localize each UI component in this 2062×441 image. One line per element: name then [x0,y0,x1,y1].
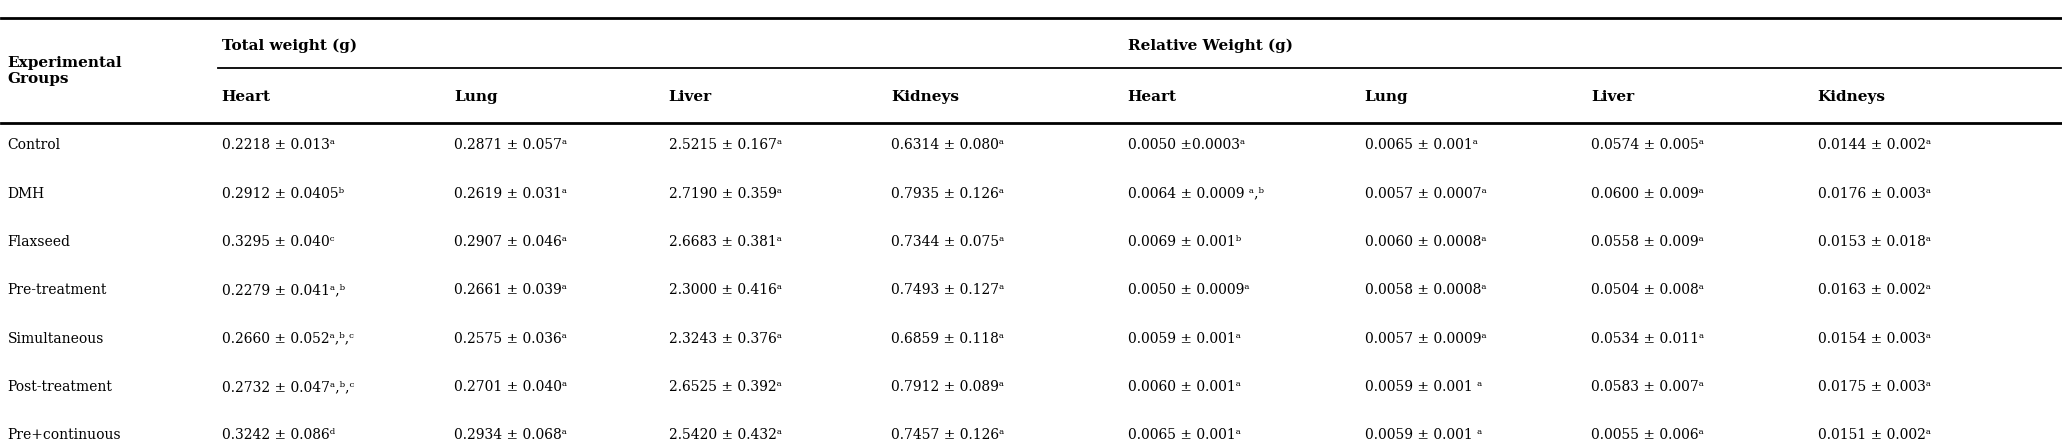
Text: 0.0055 ± 0.006ᵃ: 0.0055 ± 0.006ᵃ [1592,428,1703,441]
Text: 0.7912 ± 0.089ᵃ: 0.7912 ± 0.089ᵃ [891,380,1004,394]
Text: 0.2934 ± 0.068ᵃ: 0.2934 ± 0.068ᵃ [454,428,567,441]
Text: 0.7493 ± 0.127ᵃ: 0.7493 ± 0.127ᵃ [891,283,1004,297]
Text: 0.0558 ± 0.009ᵃ: 0.0558 ± 0.009ᵃ [1592,235,1703,249]
Text: 0.0534 ± 0.011ᵃ: 0.0534 ± 0.011ᵃ [1592,332,1705,346]
Text: 0.0059 ± 0.001ᵃ: 0.0059 ± 0.001ᵃ [1128,332,1241,346]
Text: 0.0069 ± 0.001ᵇ: 0.0069 ± 0.001ᵇ [1128,235,1241,249]
Text: Kidneys: Kidneys [891,90,959,104]
Text: 0.0175 ± 0.003ᵃ: 0.0175 ± 0.003ᵃ [1817,380,1930,394]
Text: 0.2619 ± 0.031ᵃ: 0.2619 ± 0.031ᵃ [454,187,567,201]
Text: 0.6859 ± 0.118ᵃ: 0.6859 ± 0.118ᵃ [891,332,1004,346]
Text: 0.0058 ± 0.0008ᵃ: 0.0058 ± 0.0008ᵃ [1365,283,1487,297]
Text: Total weight (g): Total weight (g) [223,38,357,53]
Text: 2.3243 ± 0.376ᵃ: 2.3243 ± 0.376ᵃ [668,332,781,346]
Text: 0.0144 ± 0.002ᵃ: 0.0144 ± 0.002ᵃ [1817,138,1930,152]
Text: 0.2661 ± 0.039ᵃ: 0.2661 ± 0.039ᵃ [454,283,567,297]
Text: 2.6525 ± 0.392ᵃ: 2.6525 ± 0.392ᵃ [668,380,781,394]
Text: Liver: Liver [1592,90,1635,104]
Text: 0.0057 ± 0.0009ᵃ: 0.0057 ± 0.0009ᵃ [1365,332,1487,346]
Text: 0.0060 ± 0.0008ᵃ: 0.0060 ± 0.0008ᵃ [1365,235,1487,249]
Text: 0.2279 ± 0.041ᵃ,ᵇ: 0.2279 ± 0.041ᵃ,ᵇ [223,283,344,297]
Text: 0.2575 ± 0.036ᵃ: 0.2575 ± 0.036ᵃ [454,332,567,346]
Text: 0.0050 ± 0.0009ᵃ: 0.0050 ± 0.0009ᵃ [1128,283,1250,297]
Text: 2.7190 ± 0.359ᵃ: 2.7190 ± 0.359ᵃ [668,187,781,201]
Text: Lung: Lung [454,90,499,104]
Text: DMH: DMH [8,187,45,201]
Text: Control: Control [8,138,60,152]
Text: Kidneys: Kidneys [1817,90,1885,104]
Text: 0.0060 ± 0.001ᵃ: 0.0060 ± 0.001ᵃ [1128,380,1241,394]
Text: Heart: Heart [223,90,270,104]
Text: 0.0057 ± 0.0007ᵃ: 0.0057 ± 0.0007ᵃ [1365,187,1487,201]
Text: Experimental
Groups: Experimental Groups [8,56,122,86]
Text: 0.7935 ± 0.126ᵃ: 0.7935 ± 0.126ᵃ [891,187,1004,201]
Text: 0.0065 ± 0.001ᵃ: 0.0065 ± 0.001ᵃ [1128,428,1241,441]
Text: 0.0583 ± 0.007ᵃ: 0.0583 ± 0.007ᵃ [1592,380,1703,394]
Text: 0.2701 ± 0.040ᵃ: 0.2701 ± 0.040ᵃ [454,380,567,394]
Text: 0.0600 ± 0.009ᵃ: 0.0600 ± 0.009ᵃ [1592,187,1703,201]
Text: 0.0059 ± 0.001 ᵃ: 0.0059 ± 0.001 ᵃ [1365,380,1483,394]
Text: 0.0064 ± 0.0009 ᵃ,ᵇ: 0.0064 ± 0.0009 ᵃ,ᵇ [1128,187,1264,201]
Text: Relative Weight (g): Relative Weight (g) [1128,38,1293,53]
Text: 0.0163 ± 0.002ᵃ: 0.0163 ± 0.002ᵃ [1817,283,1930,297]
Text: Post-treatment: Post-treatment [8,380,113,394]
Text: 2.6683 ± 0.381ᵃ: 2.6683 ± 0.381ᵃ [668,235,781,249]
Text: 0.3242 ± 0.086ᵈ: 0.3242 ± 0.086ᵈ [223,428,334,441]
Text: 2.3000 ± 0.416ᵃ: 2.3000 ± 0.416ᵃ [668,283,781,297]
Text: Pre-treatment: Pre-treatment [8,283,107,297]
Text: 0.0065 ± 0.001ᵃ: 0.0065 ± 0.001ᵃ [1365,138,1478,152]
Text: 0.0153 ± 0.018ᵃ: 0.0153 ± 0.018ᵃ [1817,235,1930,249]
Text: 0.7344 ± 0.075ᵃ: 0.7344 ± 0.075ᵃ [891,235,1004,249]
Text: 0.0504 ± 0.008ᵃ: 0.0504 ± 0.008ᵃ [1592,283,1703,297]
Text: 0.2907 ± 0.046ᵃ: 0.2907 ± 0.046ᵃ [454,235,567,249]
Text: Heart: Heart [1128,90,1177,104]
Text: 0.2218 ± 0.013ᵃ: 0.2218 ± 0.013ᵃ [223,138,334,152]
Text: 2.5420 ± 0.432ᵃ: 2.5420 ± 0.432ᵃ [668,428,781,441]
Text: 0.2912 ± 0.0405ᵇ: 0.2912 ± 0.0405ᵇ [223,187,344,201]
Text: Liver: Liver [668,90,711,104]
Text: 0.0151 ± 0.002ᵃ: 0.0151 ± 0.002ᵃ [1817,428,1930,441]
Text: 0.7457 ± 0.126ᵃ: 0.7457 ± 0.126ᵃ [891,428,1004,441]
Text: 0.0574 ± 0.005ᵃ: 0.0574 ± 0.005ᵃ [1592,138,1703,152]
Text: 0.0176 ± 0.003ᵃ: 0.0176 ± 0.003ᵃ [1817,187,1930,201]
Text: Flaxseed: Flaxseed [8,235,70,249]
Text: 0.6314 ± 0.080ᵃ: 0.6314 ± 0.080ᵃ [891,138,1004,152]
Text: 0.0059 ± 0.001 ᵃ: 0.0059 ± 0.001 ᵃ [1365,428,1483,441]
Text: 2.5215 ± 0.167ᵃ: 2.5215 ± 0.167ᵃ [668,138,781,152]
Text: 0.2871 ± 0.057ᵃ: 0.2871 ± 0.057ᵃ [454,138,567,152]
Text: Simultaneous: Simultaneous [8,332,103,346]
Text: 0.2732 ± 0.047ᵃ,ᵇ,ᶜ: 0.2732 ± 0.047ᵃ,ᵇ,ᶜ [223,380,355,394]
Text: 0.2660 ± 0.052ᵃ,ᵇ,ᶜ: 0.2660 ± 0.052ᵃ,ᵇ,ᶜ [223,332,353,346]
Text: 0.0154 ± 0.003ᵃ: 0.0154 ± 0.003ᵃ [1817,332,1930,346]
Text: 0.0050 ±0.0003ᵃ: 0.0050 ±0.0003ᵃ [1128,138,1245,152]
Text: Lung: Lung [1365,90,1408,104]
Text: Pre+continuous: Pre+continuous [8,428,122,441]
Text: 0.3295 ± 0.040ᶜ: 0.3295 ± 0.040ᶜ [223,235,334,249]
